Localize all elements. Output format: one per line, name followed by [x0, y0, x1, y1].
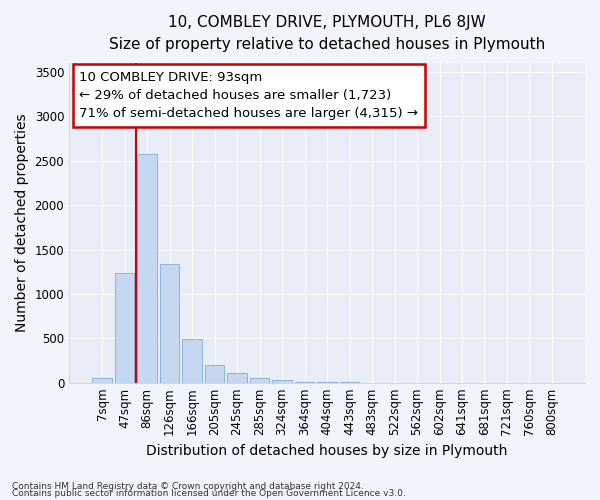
Text: Contains HM Land Registry data © Crown copyright and database right 2024.: Contains HM Land Registry data © Crown c… [12, 482, 364, 491]
Bar [272, 380, 292, 382]
Bar [137, 154, 157, 382]
Bar [250, 378, 269, 382]
X-axis label: Distribution of detached houses by size in Plymouth: Distribution of detached houses by size … [146, 444, 508, 458]
Bar [92, 378, 112, 382]
Bar [115, 274, 134, 382]
Text: Contains public sector information licensed under the Open Government Licence v3: Contains public sector information licen… [12, 490, 406, 498]
Bar [205, 365, 224, 382]
Text: 10 COMBLEY DRIVE: 93sqm
← 29% of detached houses are smaller (1,723)
71% of semi: 10 COMBLEY DRIVE: 93sqm ← 29% of detache… [79, 71, 418, 120]
Bar [182, 339, 202, 382]
Bar [227, 373, 247, 382]
Title: 10, COMBLEY DRIVE, PLYMOUTH, PL6 8JW
Size of property relative to detached house: 10, COMBLEY DRIVE, PLYMOUTH, PL6 8JW Siz… [109, 15, 545, 52]
Y-axis label: Number of detached properties: Number of detached properties [15, 114, 29, 332]
Bar [160, 264, 179, 382]
